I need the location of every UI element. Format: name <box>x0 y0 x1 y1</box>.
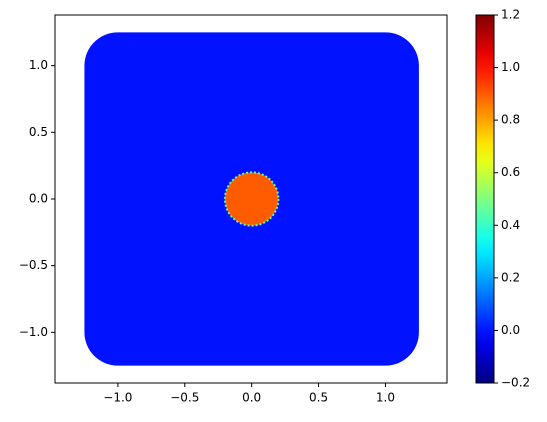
disc-region <box>223 171 280 227</box>
y-tick-label: −1.0 <box>19 325 48 339</box>
x-tick-label: −0.5 <box>170 391 199 405</box>
y-tick-label: 1.0 <box>29 58 48 72</box>
x-tick-label: −1.0 <box>103 391 132 405</box>
colorbar-tick-label: 0.4 <box>501 218 520 232</box>
x-tick-label: 0.5 <box>309 391 328 405</box>
y-tick-label: 0.5 <box>29 125 48 139</box>
x-tick-label: 0.0 <box>242 391 261 405</box>
colorbar-tick-label: 0.0 <box>501 323 520 337</box>
y-tick-label: 0.0 <box>29 192 48 206</box>
colorbar-tick-label: 1.0 <box>501 60 520 74</box>
colorbar-tick-label: 0.8 <box>501 113 520 127</box>
colorbar-tick-label: 1.2 <box>501 8 520 22</box>
colorbar-tick-label: 0.6 <box>501 165 520 179</box>
colorbar-tick-label: 0.2 <box>501 270 520 284</box>
colorbar-tick-label: −0.2 <box>501 376 530 390</box>
colorbar <box>475 14 495 384</box>
x-tick-label: 1.0 <box>376 391 395 405</box>
y-tick-label: −0.5 <box>19 258 48 272</box>
